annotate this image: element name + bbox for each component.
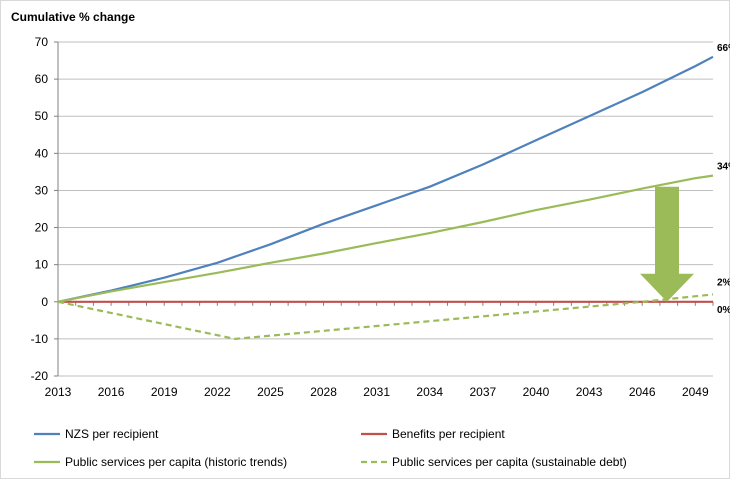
x-tick-label: 2019 (151, 385, 178, 399)
end-labels: 66% 0% 34% 2% (717, 43, 730, 316)
x-tick-label: 2043 (576, 385, 603, 399)
series-line-1 (57, 55, 714, 303)
series-line-3 (57, 174, 714, 303)
legend-label: Public services per capita (historic tre… (65, 455, 287, 469)
y-tick-label: 50 (35, 109, 49, 123)
end-label: 2% (717, 277, 730, 288)
x-tick-label: 2046 (629, 385, 656, 399)
y-tick-label: 30 (35, 183, 49, 197)
y-axis-ticks: -20 -10 0 10 20 30 40 50 60 70 (31, 35, 58, 383)
y-tick-label: -10 (31, 332, 49, 346)
x-tick-label: 2049 (682, 385, 709, 399)
y-tick-label: 70 (35, 35, 49, 49)
x-tick-label: 2025 (257, 385, 284, 399)
y-tick-label: 0 (41, 295, 48, 309)
end-label: 34% (717, 162, 730, 173)
legend: NZS per recipient Benefits per recipient P… (34, 427, 627, 469)
legend-label: NZS per recipient (65, 427, 159, 441)
x-tick-label: 2034 (416, 385, 443, 399)
x-axis-ticks: 2013 2016 2019 2022 2025 2028 2031 2034 2037 2040… (45, 301, 714, 399)
chart-title: Cumulative % change (11, 10, 135, 24)
annotations (640, 186, 694, 302)
y-tick-label: 60 (35, 72, 49, 86)
down-arrow-icon (640, 186, 694, 302)
end-label: 0% (717, 305, 730, 316)
series-lines (57, 55, 714, 340)
x-tick-label: 2040 (523, 385, 550, 399)
series-line-4 (57, 293, 714, 340)
gridlines (58, 41, 713, 377)
end-label: 66% (717, 43, 730, 54)
x-tick-label: 2016 (98, 385, 125, 399)
x-tick-label: 2022 (204, 385, 231, 399)
legend-label: Benefits per recipient (392, 427, 505, 441)
x-tick-label: 2028 (310, 385, 337, 399)
x-tick-label: 2037 (470, 385, 497, 399)
legend-label: Public services per capita (sustainable … (392, 455, 627, 469)
y-tick-label: -20 (31, 369, 49, 383)
y-tick-label: 10 (35, 258, 49, 272)
x-tick-label: 2013 (45, 385, 72, 399)
y-tick-label: 40 (35, 146, 49, 160)
y-tick-label: 20 (35, 221, 49, 235)
x-tick-label: 2031 (363, 385, 390, 399)
